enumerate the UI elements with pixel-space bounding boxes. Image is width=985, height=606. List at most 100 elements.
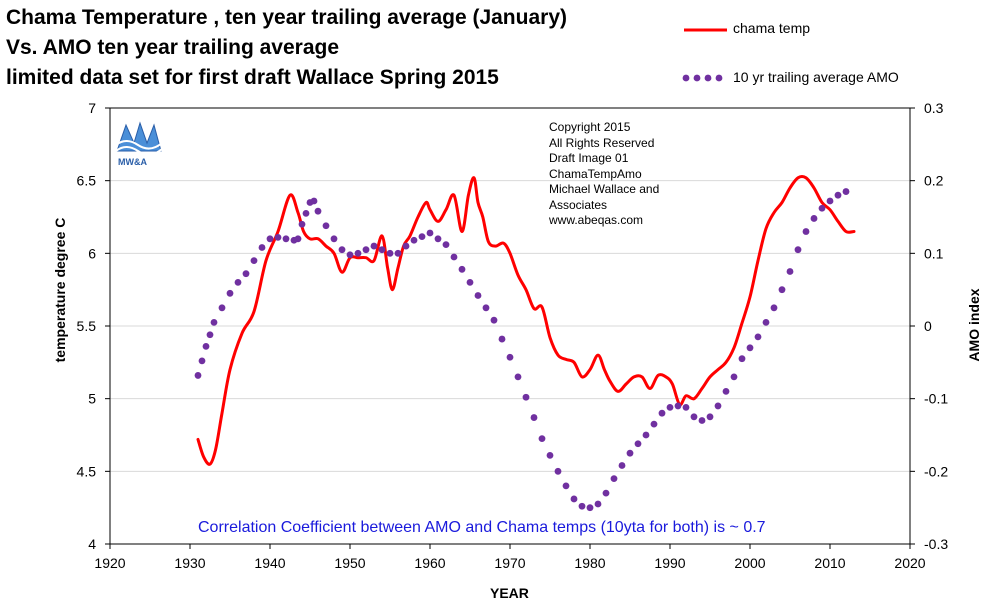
amo-point: [634, 440, 642, 448]
amo-point: [354, 249, 362, 257]
chart-title-line-3: limited data set for first draft Wallace…: [6, 66, 499, 89]
amo-point: [302, 209, 310, 217]
amo-point: [514, 373, 522, 381]
amo-point: [506, 353, 514, 361]
copyright-line: ChamaTempAmo: [549, 166, 642, 181]
amo-point: [778, 286, 786, 294]
amo-point: [314, 207, 322, 215]
amo-point: [562, 482, 570, 490]
y-tick-label: 4: [88, 536, 96, 552]
correlation-annotation: Correlation Coefficient between AMO and …: [198, 519, 766, 536]
x-tick-label: 1920: [94, 555, 125, 571]
amo-point: [362, 246, 370, 254]
amo-point: [386, 249, 394, 257]
series-layer: [194, 175, 856, 512]
y2-axis-ticks: -0.3 -0.2 -0.1 0 0.1 0.2 0.3: [910, 100, 948, 552]
amo-point: [570, 495, 578, 503]
x-tick-label: 1980: [574, 555, 605, 571]
amo-point: [498, 335, 506, 343]
x-tick-label: 1970: [494, 555, 525, 571]
amo-point: [698, 417, 706, 424]
y2-tick-label: 0.1: [924, 245, 944, 261]
amo-point: [714, 402, 722, 410]
amo-point: [206, 331, 214, 339]
amo-point: [578, 502, 586, 510]
amo-point: [346, 251, 354, 259]
amo-point: [466, 279, 474, 286]
amo-point: [706, 413, 714, 421]
amo-point: [546, 451, 554, 459]
legend-label-temp: chama temp: [733, 20, 811, 36]
chart-title-line-1: Chama Temperature , ten year trailing av…: [6, 6, 567, 29]
amo-point: [234, 279, 242, 286]
x-axis-ticks: 1920 1930 1940 1950 1960 1970 1980 1990 2000 2010…: [94, 544, 926, 571]
series-line-chama-temp: [196, 175, 856, 466]
amo-point: [682, 403, 690, 411]
amo-point: [618, 462, 626, 469]
amo-point: [666, 403, 674, 411]
y-tick-label: 6: [88, 245, 96, 261]
amo-point: [538, 435, 546, 443]
amo-point: [330, 235, 338, 243]
amo-point: [802, 228, 810, 235]
y2-tick-label: 0: [924, 318, 932, 334]
amo-point: [418, 233, 426, 241]
y2-tick-label: 0.2: [924, 173, 944, 189]
amo-point: [370, 242, 378, 250]
amo-point: [378, 246, 386, 254]
amo-point: [310, 197, 318, 205]
amo-point: [218, 304, 226, 312]
amo-point: [426, 229, 434, 237]
amo-point: [282, 235, 290, 243]
y2-tick-label: 0.3: [924, 100, 944, 116]
amo-point: [770, 304, 778, 312]
amo-point: [834, 191, 842, 199]
amo-point: [746, 344, 754, 352]
x-axis-title: YEAR: [490, 585, 529, 601]
x-tick-label: 1940: [254, 555, 285, 571]
legend-label-amo: 10 yr trailing average AMO: [733, 69, 899, 85]
amo-point: [650, 420, 658, 428]
amo-point: [554, 467, 562, 475]
copyright-line: Copyright 2015: [549, 120, 631, 134]
amo-point: [826, 197, 834, 205]
amo-point: [610, 475, 618, 482]
x-tick-label: 2010: [814, 555, 845, 571]
amo-point: [842, 188, 850, 195]
amo-point: [198, 357, 206, 365]
amo-point: [274, 233, 282, 241]
amo-point: [754, 333, 762, 341]
copyright-line: Draft Image 01: [549, 151, 629, 165]
y-tick-label: 6.5: [77, 173, 97, 189]
legend-swatch-amo-dot: [715, 74, 723, 82]
amo-point: [202, 342, 210, 350]
y-tick-label: 5.5: [77, 318, 97, 334]
amo-point: [474, 292, 482, 299]
copyright-line: All Rights Reserved: [549, 135, 655, 150]
amo-point: [626, 449, 634, 457]
chart-title-line-2: Vs. AMO ten year trailing average: [6, 36, 340, 59]
y2-axis-title: AMO index: [966, 288, 982, 362]
x-tick-label: 2020: [894, 555, 925, 571]
amo-point: [210, 318, 218, 326]
amo-point: [530, 414, 538, 421]
amo-point: [266, 235, 274, 243]
legend-swatch-amo-dot: [704, 74, 712, 82]
amo-point: [722, 388, 730, 395]
amo-point: [394, 249, 402, 257]
mwa-logo: [114, 115, 164, 159]
amo-point: [738, 355, 746, 363]
amo-point: [658, 409, 666, 417]
amo-point: [242, 270, 250, 278]
y2-tick-label: -0.2: [924, 463, 948, 479]
amo-point: [690, 413, 698, 421]
amo-point: [338, 246, 346, 254]
x-tick-label: 1960: [414, 555, 445, 571]
copyright-block: Copyright 2015 All Rights Reserved Draft…: [549, 120, 659, 229]
amo-point: [258, 244, 266, 251]
y-axis-ticks: 4 4.5 5 5.5 6 6.5 7: [77, 100, 110, 552]
amo-point: [434, 235, 442, 243]
amo-point: [818, 204, 826, 212]
legend-swatch-amo-dot: [682, 74, 690, 82]
amo-point: [250, 257, 258, 264]
